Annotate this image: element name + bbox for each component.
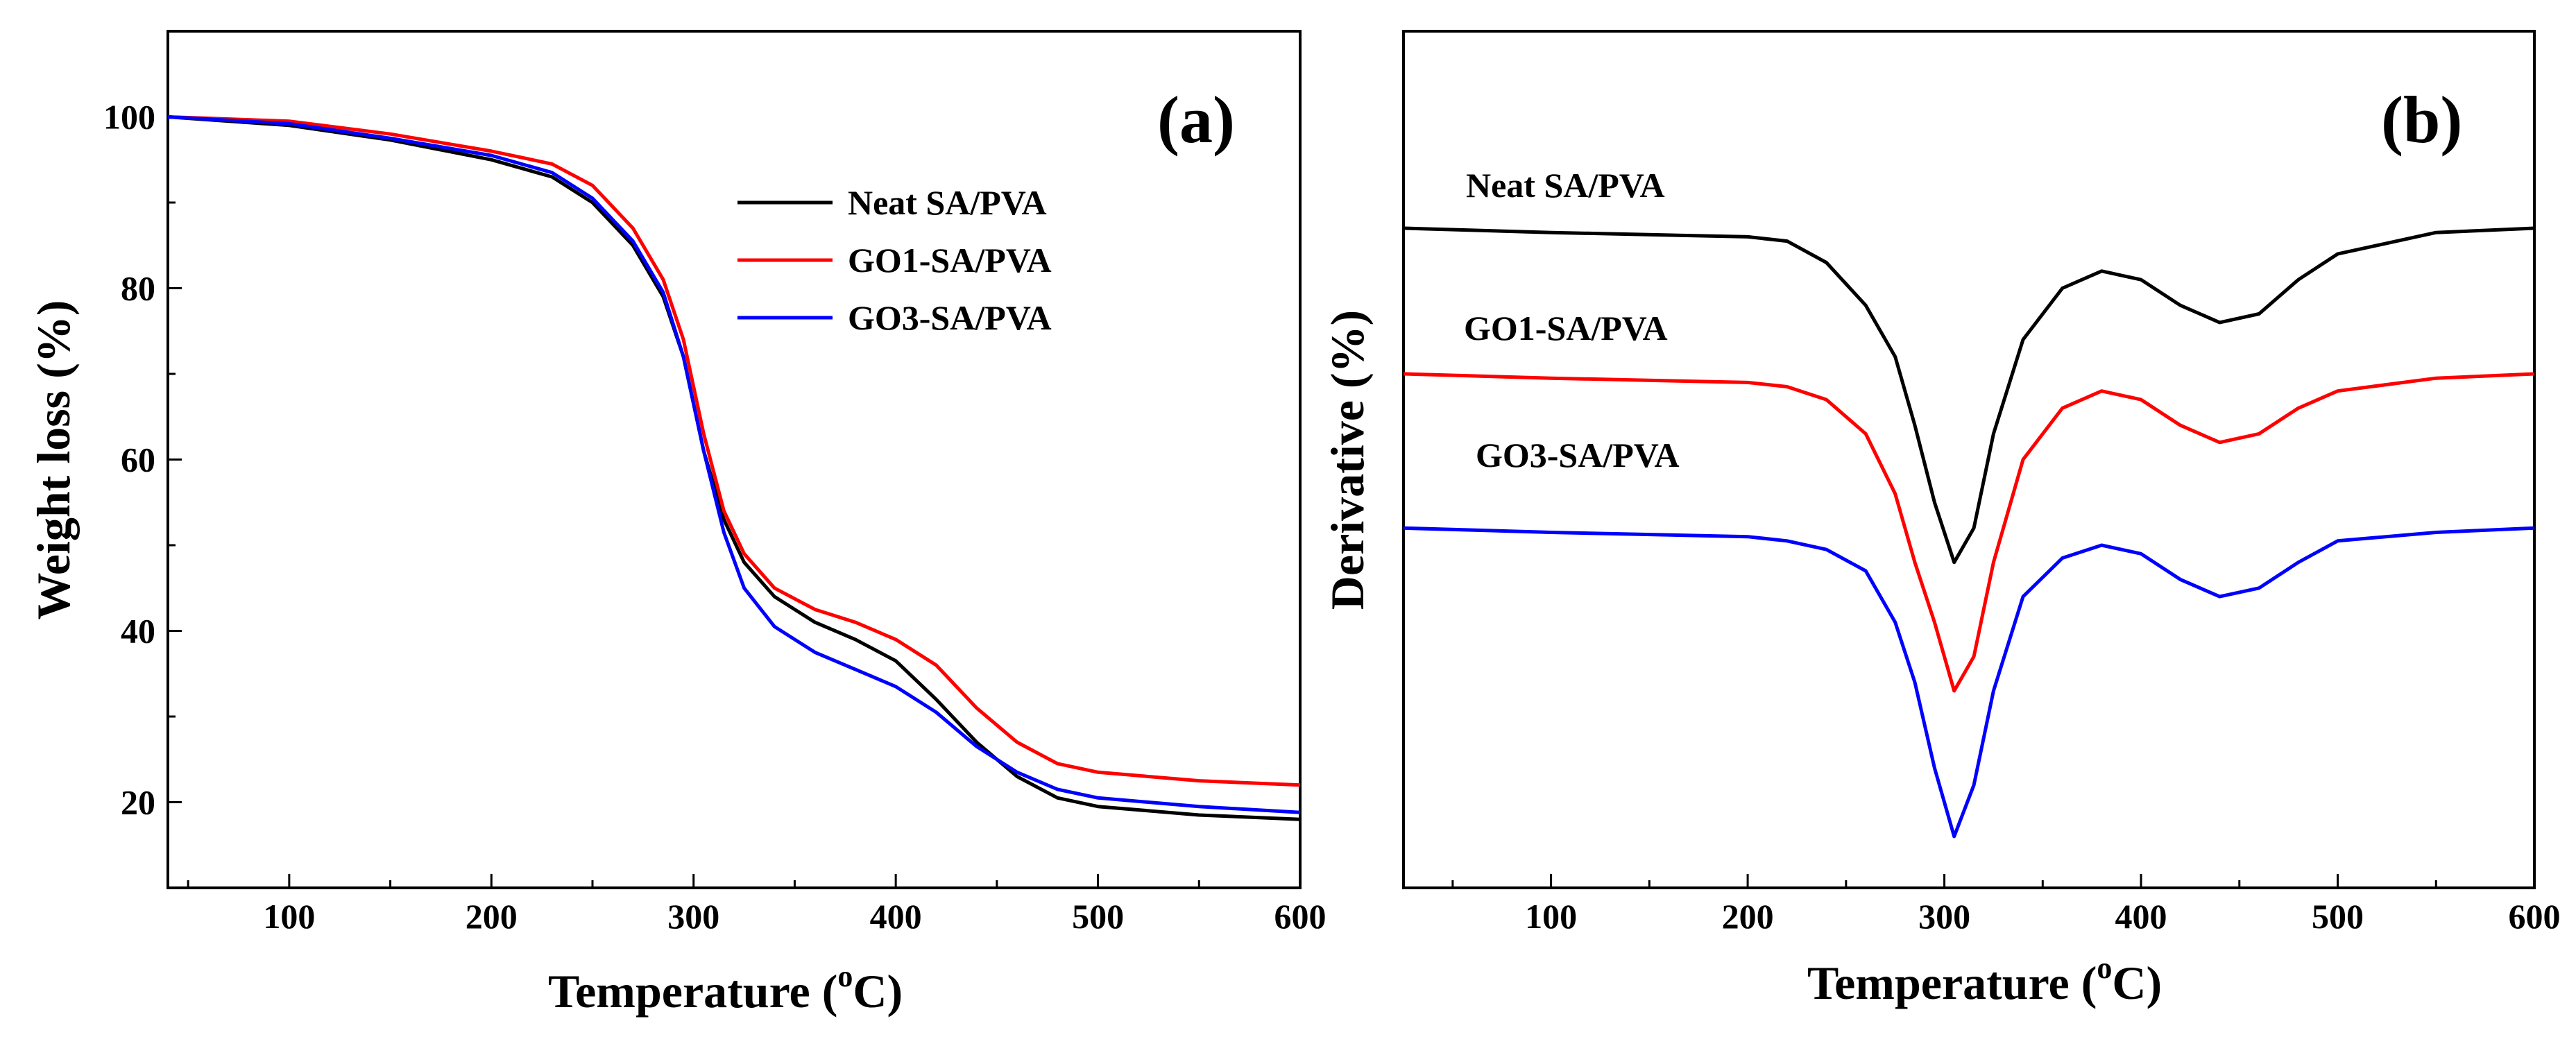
panel-a-series-line-go1 — [167, 115, 1301, 787]
x-tick-label: 600 — [1274, 897, 1327, 936]
panel-b-y-axis-title: Derivative (%) — [1321, 310, 1374, 610]
x-tick-label: 100 — [263, 897, 315, 936]
panel-b-axis-ticks: 100 200 300 400 500 600 — [1451, 874, 2561, 936]
panel-b-series — [1403, 226, 2535, 839]
legend-label-go1: GO1-SA/PVA — [848, 241, 1052, 280]
panel-a-axis-ticks: 100 200 300 400 500 600 20 40 60 80 100 — [103, 30, 1327, 936]
x-tick-label: 300 — [1918, 897, 1970, 936]
panel-b-series-line-go1 — [1403, 372, 2535, 693]
panel-a-x-axis-title: Temperature (oC) — [548, 959, 903, 1018]
panel-b-label: (b) — [2381, 83, 2462, 157]
x-tick-label: 200 — [466, 897, 518, 936]
series-label-go3: GO3-SA/PVA — [1476, 436, 1680, 474]
series-label-go1: GO1-SA/PVA — [1464, 309, 1668, 348]
panel-b-plot-frame — [1402, 30, 2536, 889]
panel-a-series-line-go3 — [167, 115, 1301, 814]
panel-b-series-line-neat — [1403, 226, 2535, 565]
x-tick-label: 500 — [2312, 897, 2364, 936]
x-tick-label: 300 — [667, 897, 719, 936]
panel-b-series-line-go3 — [1403, 526, 2535, 839]
x-tick-label: 100 — [1525, 897, 1577, 936]
panel-a-series-line-neat — [167, 115, 1301, 821]
panel-a-label: (a) — [1157, 83, 1235, 157]
panel-b-derivative-chart: 100 200 300 400 500 600 (b) Neat SA/PVA GO1-S… — [1321, 30, 2561, 1009]
legend-label-go3: GO3-SA/PVA — [848, 298, 1052, 337]
x-tick-label: 400 — [870, 897, 922, 936]
y-tick-label: 40 — [121, 612, 155, 651]
series-label-neat: Neat SA/PVA — [1466, 166, 1665, 205]
x-tick-label: 600 — [2509, 897, 2561, 936]
panel-b-x-axis-title: Temperature (oC) — [1807, 951, 2162, 1009]
panel-a-legend: Neat SA/PVA GO1-SA/PVA GO3-SA/PVA — [737, 183, 1052, 337]
panel-a-y-axis-title: Weight loss (%) — [27, 300, 80, 620]
legend-label-neat: Neat SA/PVA — [848, 183, 1047, 222]
x-tick-label: 200 — [1722, 897, 1774, 936]
panel-a-plot-frame — [167, 30, 1302, 889]
y-tick-label: 100 — [103, 98, 155, 137]
y-tick-label: 80 — [121, 269, 155, 308]
panel-a-series — [167, 115, 1301, 821]
panel-a-weight-loss-chart: 100 200 300 400 500 600 20 40 60 80 100 (a) Neat S… — [27, 30, 1327, 1018]
y-tick-label: 20 — [121, 783, 155, 822]
y-tick-label: 60 — [121, 440, 155, 479]
x-tick-label: 500 — [1072, 897, 1124, 936]
x-tick-label: 400 — [2115, 897, 2167, 936]
